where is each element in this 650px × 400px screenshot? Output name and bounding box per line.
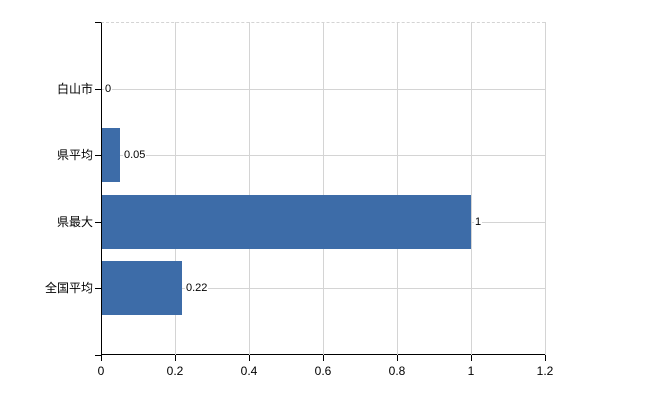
x-tick-label: 0.4 bbox=[240, 364, 258, 378]
x-axis-tick bbox=[101, 355, 102, 361]
bar-value-label: 0.22 bbox=[185, 281, 209, 295]
x-axis-tick bbox=[249, 355, 250, 361]
horizontal-gridline bbox=[102, 89, 545, 90]
bar bbox=[102, 261, 182, 315]
vertical-gridline bbox=[323, 22, 324, 355]
y-axis-tick bbox=[95, 22, 101, 23]
vertical-gridline bbox=[175, 22, 176, 355]
x-axis-tick bbox=[175, 355, 176, 361]
x-axis-tick bbox=[323, 355, 324, 361]
y-axis-tick bbox=[95, 89, 101, 90]
x-tick-label: 1.2 bbox=[536, 364, 554, 378]
x-axis-tick bbox=[545, 355, 546, 361]
horizontal-gridline bbox=[102, 155, 545, 156]
vertical-gridline bbox=[471, 22, 472, 355]
y-axis-tick bbox=[95, 155, 101, 156]
bar-value-label: 1 bbox=[474, 215, 483, 229]
x-tick-label: 0.8 bbox=[388, 364, 406, 378]
category-label: 白山市 bbox=[56, 82, 93, 96]
category-label: 県平均 bbox=[56, 148, 93, 162]
x-axis-tick bbox=[471, 355, 472, 361]
bar-value-label: 0 bbox=[104, 82, 113, 96]
bar bbox=[102, 128, 120, 182]
y-axis-tick bbox=[95, 288, 101, 289]
category-label: 全国平均 bbox=[44, 281, 93, 295]
vertical-gridline bbox=[545, 22, 546, 355]
bar bbox=[102, 195, 471, 249]
x-tick-label: 0.6 bbox=[314, 364, 332, 378]
vertical-gridline bbox=[397, 22, 398, 355]
category-label: 県最大 bbox=[56, 215, 93, 229]
y-axis-tick bbox=[95, 355, 101, 356]
x-tick-label: 1 bbox=[467, 364, 475, 378]
y-axis-tick bbox=[95, 222, 101, 223]
vertical-gridline bbox=[249, 22, 250, 355]
x-tick-label: 0.2 bbox=[166, 364, 184, 378]
horizontal-gridline bbox=[102, 288, 545, 289]
x-axis-tick bbox=[397, 355, 398, 361]
x-tick-label: 0 bbox=[97, 364, 105, 378]
bar-value-label: 0.05 bbox=[123, 148, 147, 162]
